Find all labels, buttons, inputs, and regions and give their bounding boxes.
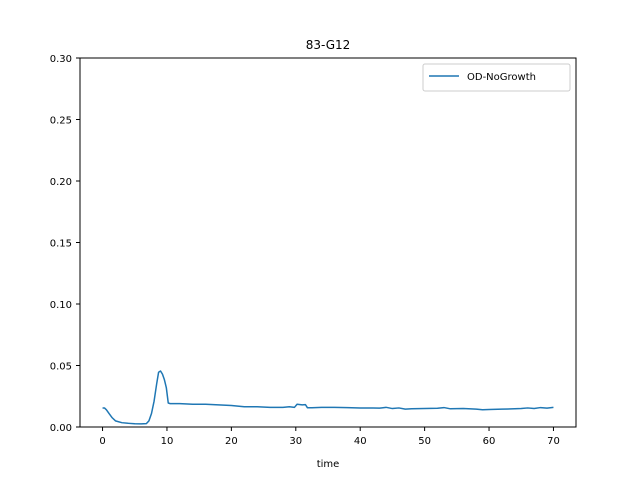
series-line-0 <box>102 370 554 425</box>
y-tick-label: 0.30 <box>50 54 72 65</box>
x-axis: 0 10 20 30 40 50 60 70 <box>99 427 560 447</box>
x-axis-title: time <box>317 459 340 470</box>
x-tick-label: 50 <box>418 436 431 447</box>
x-tick-label: 70 <box>547 436 560 447</box>
x-tick-label: 60 <box>483 436 496 447</box>
x-tick-label: 0 <box>99 436 105 447</box>
legend-label: OD-NoGrowth <box>467 72 536 83</box>
y-tick-label: 0.15 <box>50 239 72 250</box>
x-tick-label: 10 <box>161 436 174 447</box>
plot-area <box>102 370 554 425</box>
y-tick-label: 0.00 <box>50 423 72 434</box>
legend: OD-NoGrowth <box>422 63 571 92</box>
y-axis: 0.00 0.05 0.10 0.15 0.20 0.25 0.30 <box>50 54 80 434</box>
y-tick-label: 0.05 <box>50 362 72 373</box>
chart-title: 83-G12 <box>306 38 351 52</box>
x-tick-label: 30 <box>289 436 302 447</box>
y-tick-label: 0.10 <box>50 300 72 311</box>
y-tick-label: 0.20 <box>50 177 72 188</box>
x-tick-label: 20 <box>225 436 238 447</box>
x-tick-label: 40 <box>354 436 367 447</box>
legend-frame <box>422 63 571 92</box>
y-tick-label: 0.25 <box>50 116 72 127</box>
axes-frame <box>79 57 577 428</box>
